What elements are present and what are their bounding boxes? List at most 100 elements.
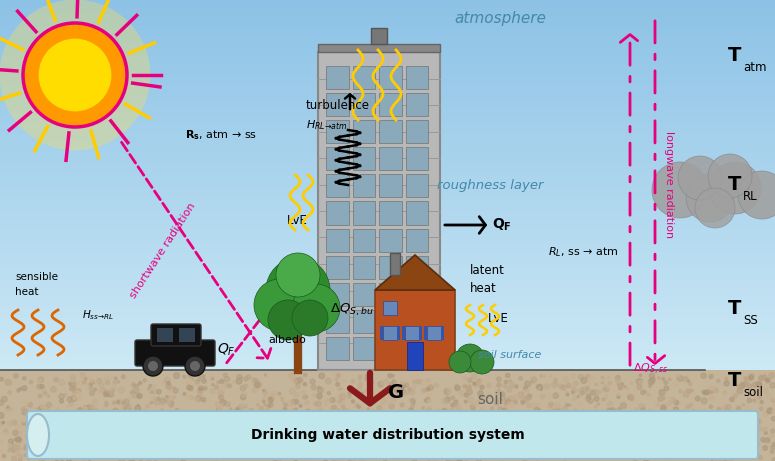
- Circle shape: [340, 398, 345, 402]
- Circle shape: [691, 442, 697, 447]
- Circle shape: [222, 437, 226, 441]
- Circle shape: [239, 404, 244, 409]
- Circle shape: [480, 391, 482, 393]
- Circle shape: [394, 422, 397, 425]
- Circle shape: [0, 413, 4, 419]
- Bar: [0, 89, 775, 90]
- Circle shape: [374, 414, 376, 416]
- Circle shape: [237, 375, 242, 379]
- Circle shape: [545, 418, 548, 421]
- Circle shape: [560, 448, 564, 452]
- Circle shape: [262, 413, 267, 418]
- Circle shape: [255, 443, 259, 447]
- Circle shape: [580, 388, 584, 392]
- Bar: [0, 292, 775, 294]
- Bar: [0, 194, 775, 195]
- Circle shape: [411, 404, 415, 408]
- Circle shape: [195, 396, 201, 402]
- Circle shape: [663, 437, 668, 443]
- Circle shape: [704, 445, 710, 451]
- Circle shape: [234, 408, 239, 414]
- Circle shape: [526, 395, 532, 400]
- Circle shape: [133, 392, 138, 398]
- Circle shape: [255, 387, 259, 391]
- Bar: [0, 223, 775, 225]
- Circle shape: [656, 420, 662, 425]
- Circle shape: [618, 384, 622, 387]
- Circle shape: [713, 415, 716, 419]
- Bar: [0, 199, 775, 200]
- Bar: [0, 243, 775, 244]
- Circle shape: [135, 405, 141, 411]
- Circle shape: [180, 431, 182, 434]
- Circle shape: [257, 382, 262, 387]
- Circle shape: [478, 390, 484, 396]
- Bar: [0, 174, 775, 175]
- Circle shape: [387, 413, 390, 416]
- Circle shape: [150, 384, 151, 386]
- Circle shape: [80, 373, 84, 378]
- Circle shape: [639, 381, 642, 385]
- Circle shape: [763, 427, 767, 431]
- Circle shape: [27, 428, 30, 430]
- FancyBboxPatch shape: [379, 147, 401, 171]
- Circle shape: [164, 378, 170, 383]
- Circle shape: [480, 385, 484, 389]
- Circle shape: [95, 383, 97, 384]
- Circle shape: [22, 386, 27, 391]
- Circle shape: [91, 387, 93, 389]
- Bar: [0, 200, 775, 201]
- Circle shape: [73, 411, 76, 414]
- Circle shape: [728, 449, 731, 452]
- Circle shape: [371, 422, 374, 424]
- Circle shape: [26, 414, 31, 418]
- Bar: [0, 332, 775, 333]
- Circle shape: [680, 436, 684, 440]
- Bar: [0, 43, 775, 44]
- Circle shape: [433, 426, 437, 430]
- Circle shape: [171, 455, 177, 460]
- Circle shape: [35, 414, 37, 417]
- Bar: [0, 118, 775, 120]
- Circle shape: [444, 389, 450, 395]
- FancyBboxPatch shape: [353, 93, 375, 116]
- Circle shape: [588, 375, 594, 380]
- Bar: [0, 91, 775, 93]
- Circle shape: [190, 361, 200, 371]
- Circle shape: [224, 417, 229, 421]
- Circle shape: [242, 430, 246, 435]
- Circle shape: [650, 426, 653, 428]
- Circle shape: [702, 390, 705, 394]
- Circle shape: [661, 406, 666, 411]
- Circle shape: [617, 395, 620, 398]
- Circle shape: [92, 415, 97, 420]
- Circle shape: [463, 456, 469, 461]
- Bar: [0, 238, 775, 239]
- Circle shape: [753, 455, 758, 461]
- Circle shape: [498, 389, 501, 392]
- Circle shape: [679, 455, 681, 459]
- Circle shape: [122, 446, 125, 449]
- Circle shape: [718, 415, 724, 421]
- Circle shape: [501, 396, 505, 401]
- Circle shape: [134, 410, 136, 412]
- Circle shape: [329, 399, 332, 402]
- Circle shape: [560, 415, 562, 417]
- Circle shape: [304, 373, 307, 377]
- Circle shape: [405, 391, 408, 395]
- Circle shape: [44, 408, 49, 413]
- Bar: [0, 314, 775, 316]
- Circle shape: [686, 174, 734, 222]
- Circle shape: [22, 420, 25, 423]
- Circle shape: [451, 458, 456, 461]
- Circle shape: [604, 385, 609, 390]
- Circle shape: [680, 418, 684, 422]
- Bar: [0, 347, 775, 348]
- Circle shape: [326, 411, 331, 416]
- Circle shape: [128, 430, 131, 433]
- Bar: [0, 94, 775, 95]
- Circle shape: [398, 414, 402, 418]
- Circle shape: [544, 429, 547, 432]
- Circle shape: [53, 447, 58, 451]
- Circle shape: [261, 455, 265, 460]
